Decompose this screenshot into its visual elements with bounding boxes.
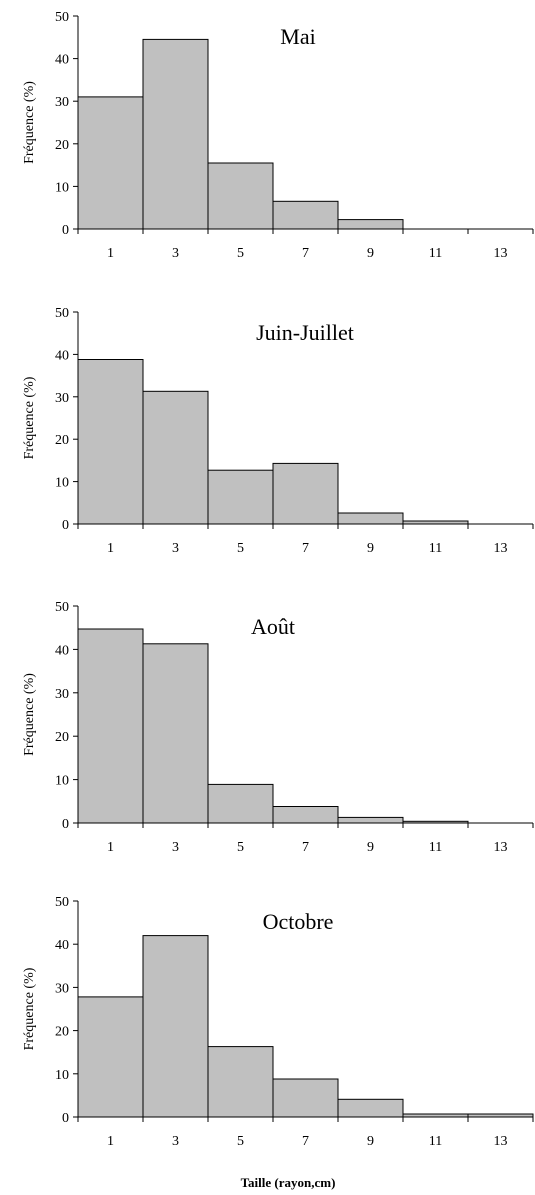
x-tick-label: 9: [367, 246, 374, 261]
bar-9: [337, 816, 404, 824]
x-tick-label: 5: [237, 541, 244, 556]
bar-1: [77, 359, 144, 525]
bar-7: [272, 1078, 339, 1118]
x-tick-label: 1: [107, 1134, 114, 1149]
x-tick-label: 7: [302, 246, 309, 261]
x-tick-label: 11: [429, 541, 442, 556]
bar-5: [207, 469, 274, 525]
y-tick-label: 20: [55, 433, 69, 448]
y-tick-label: 0: [62, 518, 69, 533]
x-tick-label: 7: [302, 541, 309, 556]
y-tick-label: 20: [55, 138, 69, 153]
bar-3: [142, 38, 209, 230]
y-axis-label: Fréquence (%): [22, 81, 37, 164]
bar-5: [207, 162, 274, 230]
y-tick-label: 30: [55, 391, 69, 406]
x-tick-label: 13: [494, 246, 508, 261]
x-tick-label: 9: [367, 1134, 374, 1149]
bar-3: [142, 390, 209, 525]
y-tick-label: 0: [62, 1111, 69, 1126]
x-tick-label: 5: [237, 246, 244, 261]
x-tick-label: 11: [429, 246, 442, 261]
x-tick-label: 1: [107, 246, 114, 261]
bar-1: [77, 996, 144, 1118]
y-tick-label: 40: [55, 643, 69, 658]
chart-title: Juin-Juillet: [256, 320, 354, 345]
x-tick-label: 9: [367, 840, 374, 855]
y-axis-label: Fréquence (%): [22, 967, 37, 1050]
y-tick-label: 40: [55, 938, 69, 953]
y-tick-label: 30: [55, 981, 69, 996]
y-tick-label: 30: [55, 95, 69, 110]
x-tick-label: 3: [172, 840, 179, 855]
bar-9: [337, 219, 404, 230]
x-tick-label: 13: [494, 1134, 508, 1149]
bar-7: [272, 200, 339, 230]
x-tick-label: 13: [494, 541, 508, 556]
x-tick-label: 5: [237, 1134, 244, 1149]
chart-title: Octobre: [263, 909, 334, 934]
bar-7: [272, 806, 339, 824]
x-tick-label: 5: [237, 840, 244, 855]
bar-7: [272, 462, 339, 525]
y-tick-label: 0: [62, 817, 69, 832]
bar-3: [142, 643, 209, 824]
y-tick-label: 50: [55, 10, 69, 25]
bar-5: [207, 1046, 274, 1118]
x-tick-label: 11: [429, 1134, 442, 1149]
y-tick-label: 20: [55, 730, 69, 745]
y-tick-label: 30: [55, 687, 69, 702]
chart-title: Mai: [280, 24, 315, 49]
y-tick-label: 50: [55, 600, 69, 615]
y-tick-label: 10: [55, 774, 69, 789]
x-tick-label: 11: [429, 840, 442, 855]
x-tick-label: 3: [172, 541, 179, 556]
y-axis-label: Fréquence (%): [22, 673, 37, 756]
y-tick-label: 10: [55, 476, 69, 491]
bar-3: [142, 935, 209, 1118]
x-tick-label: 1: [107, 840, 114, 855]
bar-9: [337, 1098, 404, 1118]
x-tick-label: 3: [172, 1134, 179, 1149]
y-tick-label: 10: [55, 1068, 69, 1083]
y-tick-label: 50: [55, 306, 69, 321]
x-axis-label: Taille (rayon,cm): [241, 1175, 336, 1190]
x-tick-label: 9: [367, 541, 374, 556]
y-tick-label: 20: [55, 1025, 69, 1040]
y-tick-label: 0: [62, 223, 69, 238]
x-tick-label: 1: [107, 541, 114, 556]
bar-5: [207, 783, 274, 824]
x-tick-label: 13: [494, 840, 508, 855]
y-tick-label: 10: [55, 180, 69, 195]
x-tick-label: 7: [302, 840, 309, 855]
y-tick-label: 50: [55, 895, 69, 910]
x-tick-label: 3: [172, 246, 179, 261]
y-tick-label: 40: [55, 53, 69, 68]
bar-1: [77, 628, 144, 824]
y-axis-label: Fréquence (%): [22, 376, 37, 459]
y-tick-label: 40: [55, 348, 69, 363]
x-tick-label: 7: [302, 1134, 309, 1149]
chart-title: Août: [251, 614, 295, 639]
bar-1: [77, 96, 144, 230]
bar-9: [337, 512, 404, 525]
